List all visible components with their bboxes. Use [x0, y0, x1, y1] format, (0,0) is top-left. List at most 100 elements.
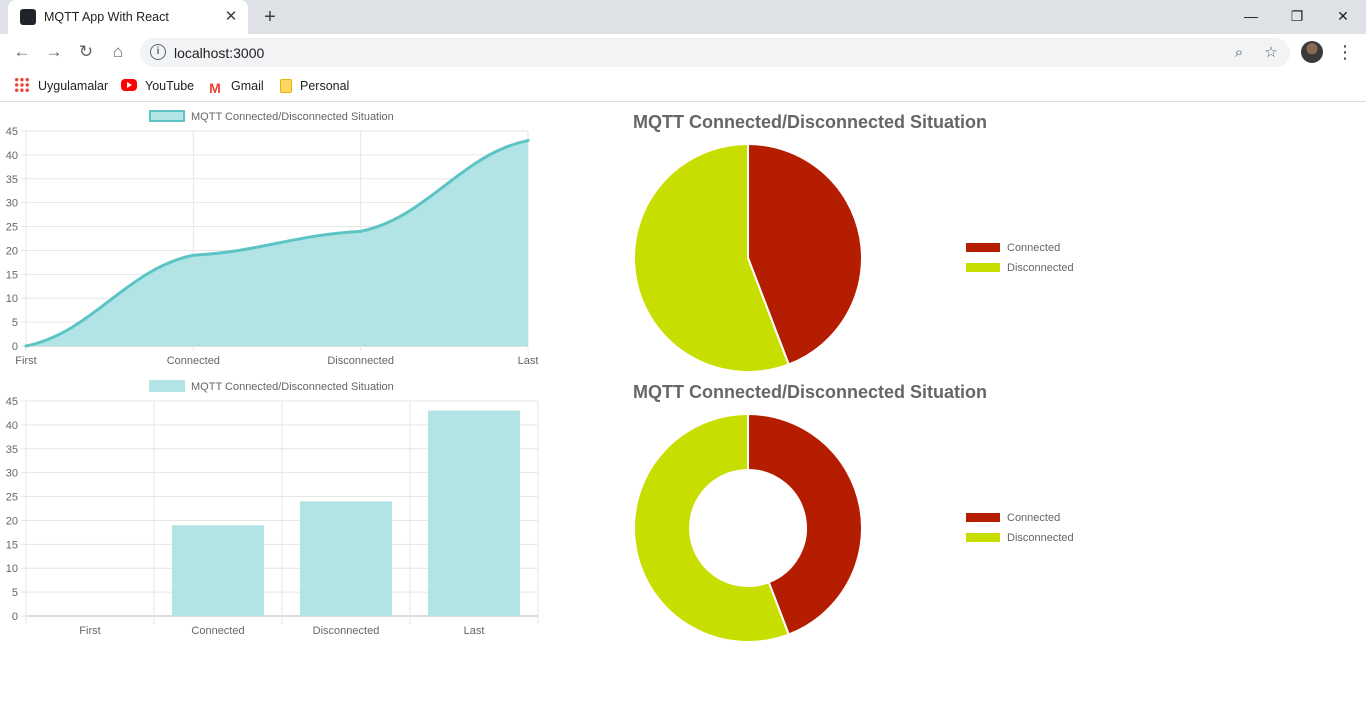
- line-chart-legend[interactable]: MQTT Connected/Disconnected Situation: [149, 110, 394, 124]
- apps-grid-icon: [14, 77, 30, 93]
- legend-label: MQTT Connected/Disconnected Situation: [191, 381, 394, 393]
- bookmark-apps[interactable]: Uygulamalar: [14, 76, 108, 96]
- react-favicon-icon: [20, 9, 36, 25]
- legend-item-connected[interactable]: Connected: [966, 508, 1074, 528]
- folder-icon: [280, 79, 292, 93]
- legend-swatch: [966, 513, 1000, 522]
- y-tick-label: 40: [6, 150, 18, 162]
- bar: [171, 525, 265, 616]
- slice-connected: [747, 142, 863, 366]
- x-tick-label: First: [79, 625, 100, 637]
- zoom-icon[interactable]: ⌕: [1234, 44, 1244, 61]
- data-point: [191, 253, 195, 257]
- legend-item-disconnected[interactable]: Disconnected: [966, 528, 1074, 548]
- window-close-icon[interactable]: ✕: [1337, 8, 1349, 24]
- new-tab-button[interactable]: +: [264, 6, 276, 28]
- bar-chart-legend[interactable]: MQTT Connected/Disconnected Situation: [149, 380, 394, 394]
- bookmark-label: Uygulamalar: [38, 79, 109, 93]
- doughnut-chart: [633, 412, 863, 643]
- bar-chart: 0 5 10 15 20 25 30 35 40 45 First Connected Disconne…: [6, 396, 539, 637]
- legend-item-disconnected[interactable]: Disconnected: [966, 258, 1074, 278]
- y-tick-label: 40: [6, 420, 18, 432]
- data-point: [526, 139, 530, 143]
- bookmark-personal[interactable]: Personal: [280, 76, 349, 96]
- y-tick-label: 5: [12, 317, 18, 329]
- bookmark-label: Gmail: [231, 79, 264, 93]
- close-tab-icon[interactable]: ✕: [224, 8, 238, 25]
- legend-label: Disconnected: [1007, 262, 1074, 274]
- legend-swatch: [149, 380, 185, 392]
- slice-connected: [747, 412, 863, 636]
- restore-icon[interactable]: ❐: [1290, 8, 1304, 24]
- bookmark-star-icon[interactable]: ☆: [1264, 44, 1278, 61]
- bookmark-youtube[interactable]: YouTube: [121, 76, 194, 96]
- x-tick-label: Connected: [167, 355, 220, 367]
- x-tick-label: Disconnected: [313, 625, 380, 637]
- bar: [427, 410, 521, 616]
- y-tick-label: 35: [6, 444, 18, 456]
- legend-label: MQTT Connected/Disconnected Situation: [191, 111, 394, 123]
- y-tick-label: 45: [6, 126, 18, 138]
- y-tick-label: 20: [6, 515, 18, 527]
- legend-swatch: [966, 263, 1000, 272]
- y-tick-label: 25: [6, 222, 18, 234]
- forward-arrow-icon[interactable]: →: [45, 42, 63, 61]
- pie-chart-title: MQTT Connected/Disconnected Situation: [633, 112, 988, 132]
- youtube-icon: [121, 79, 137, 91]
- bookmarks-bar: Uygulamalar YouTube M Gmail Personal: [0, 70, 1366, 102]
- doughnut-chart-legend: Connected Disconnected: [966, 508, 1074, 548]
- legend-label: Connected: [1007, 512, 1061, 524]
- x-tick-label: First: [15, 355, 36, 367]
- y-tick-label: 10: [6, 293, 18, 305]
- gmail-icon: M: [209, 80, 221, 96]
- legend-item-connected[interactable]: Connected: [966, 238, 1074, 258]
- x-tick-label: Last: [464, 625, 485, 637]
- y-tick-label: 0: [12, 611, 18, 623]
- y-tick-label: 15: [6, 269, 18, 281]
- x-tick-label: Disconnected: [327, 355, 394, 367]
- browser-menu-icon[interactable]: ⋮: [1336, 42, 1354, 62]
- y-tick-label: 30: [6, 468, 18, 480]
- doughnut-chart-title: MQTT Connected/Disconnected Situation: [633, 382, 988, 402]
- y-tick-label: 15: [6, 539, 18, 551]
- bookmark-label: YouTube: [145, 79, 195, 93]
- address-url[interactable]: localhost:3000: [174, 45, 265, 61]
- y-tick-label: 35: [6, 174, 18, 186]
- y-tick-label: 25: [6, 492, 18, 504]
- legend-swatch: [966, 533, 1000, 542]
- browser-tab[interactable]: MQTT App With React ✕: [8, 0, 248, 34]
- line-chart: 0 5 10 15 20 25 30 35 40 45 First Connected Disconne…: [6, 126, 539, 367]
- x-tick-label: Last: [518, 355, 539, 367]
- y-tick-label: 10: [6, 563, 18, 575]
- y-tick-label: 30: [6, 198, 18, 210]
- site-info-icon[interactable]: i: [150, 44, 166, 60]
- slice-disconnected: [633, 142, 791, 373]
- x-tick-label: Connected: [191, 625, 244, 637]
- bar: [299, 501, 393, 616]
- slice-disconnected: [633, 412, 791, 643]
- profile-avatar[interactable]: [1301, 41, 1323, 63]
- series-line: [25, 139, 529, 348]
- pie-chart: [633, 142, 863, 373]
- legend-label: Disconnected: [1007, 532, 1074, 544]
- home-icon[interactable]: ⌂: [112, 42, 124, 61]
- minimize-icon[interactable]: —: [1244, 8, 1258, 24]
- bookmark-label: Personal: [300, 79, 350, 93]
- pie-chart-legend: Connected Disconnected: [966, 238, 1074, 278]
- reload-icon[interactable]: ↻: [78, 42, 94, 61]
- legend-label: Connected: [1007, 242, 1061, 254]
- y-tick-label: 5: [12, 587, 18, 599]
- tab-strip: MQTT App With React ✕ + — ❐ ✕: [0, 0, 1366, 34]
- browser-toolbar: ← → ↻ ⌂ i localhost:3000 ⌕ ☆ ⋮: [0, 34, 1366, 70]
- legend-swatch: [966, 243, 1000, 252]
- y-tick-label: 20: [6, 245, 18, 257]
- y-tick-label: 45: [6, 396, 18, 408]
- tab-title: MQTT App With React: [44, 10, 169, 24]
- y-tick-label: 0: [12, 341, 18, 353]
- legend-swatch: [149, 110, 185, 122]
- data-point: [24, 344, 28, 348]
- address-bar[interactable]: i localhost:3000 ⌕ ☆: [140, 38, 1290, 67]
- back-arrow-icon[interactable]: ←: [13, 42, 31, 61]
- data-point: [359, 229, 363, 233]
- bookmark-gmail[interactable]: M Gmail: [207, 76, 264, 96]
